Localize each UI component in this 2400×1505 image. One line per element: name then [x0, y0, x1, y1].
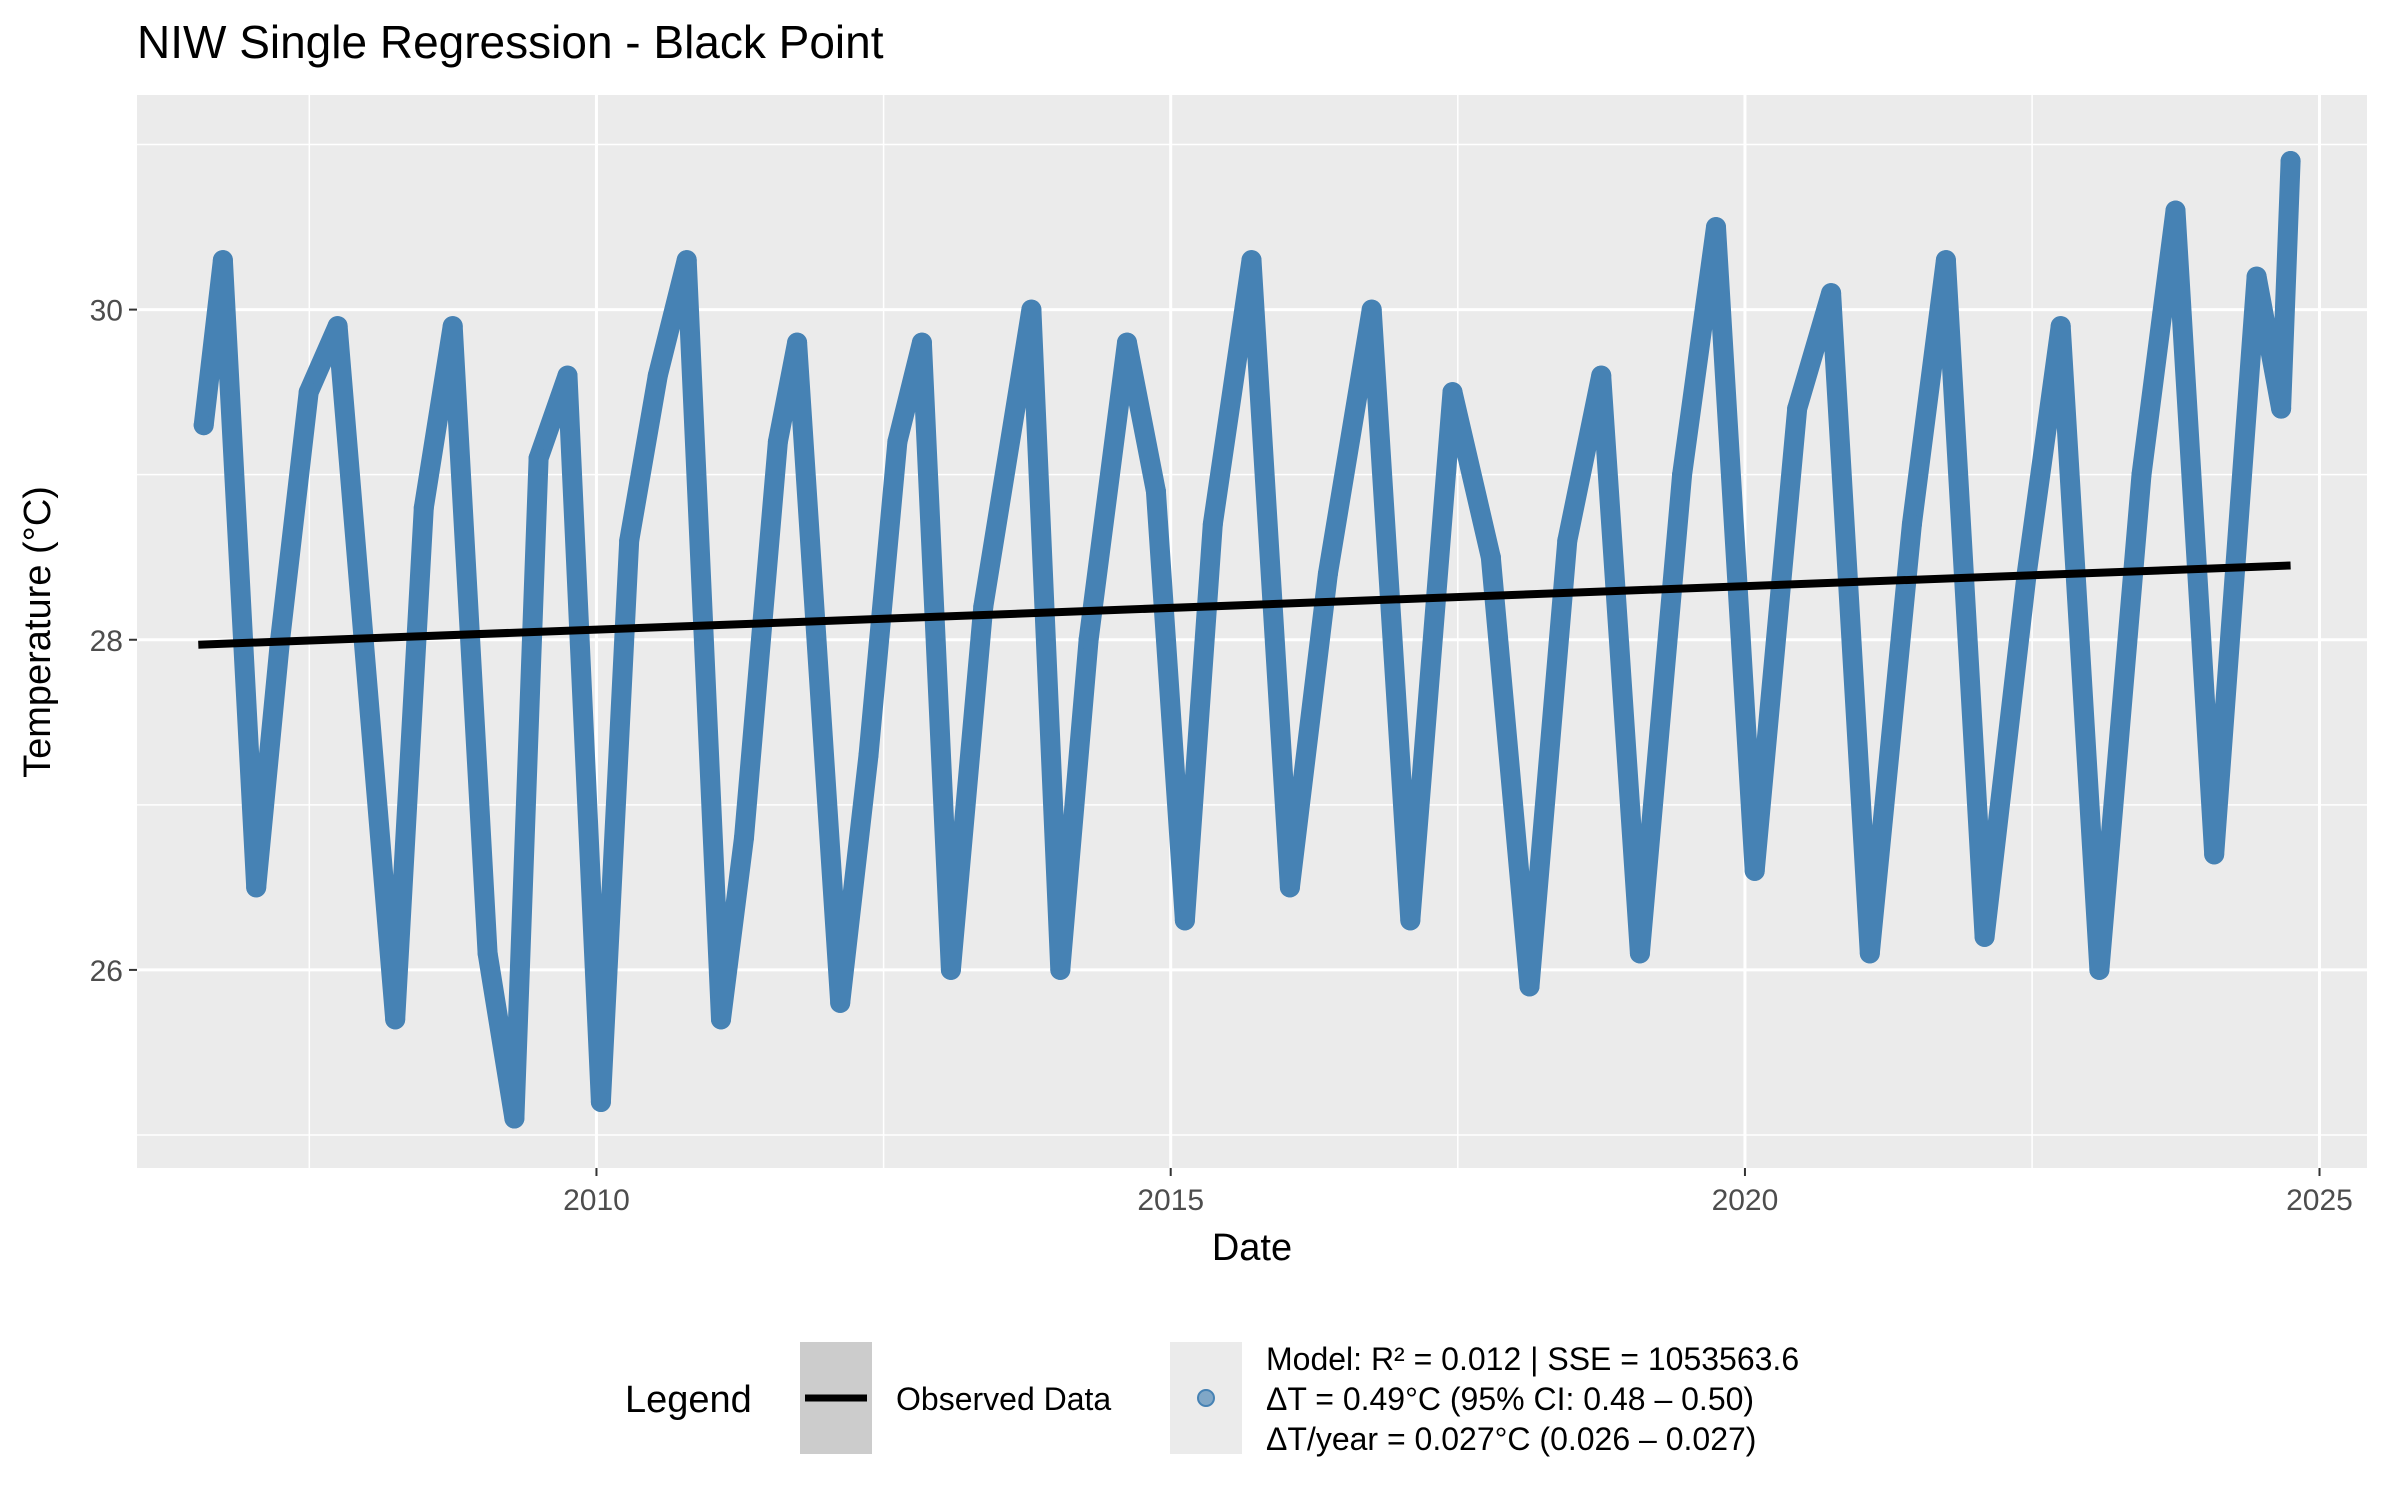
delta-t-per-year-text: ΔT/year = 0.027°C (0.026 – 0.027) [1266, 1421, 1756, 1457]
legend-label-observed: Observed Data [896, 1381, 1111, 1417]
observed-data-point [477, 943, 498, 964]
observed-data-point [2246, 266, 2267, 287]
observed-data-point [858, 745, 879, 766]
observed-data-point [1145, 481, 1166, 502]
observed-data-point [212, 250, 233, 271]
observed-data-point [2165, 200, 2186, 221]
observed-data-point [887, 431, 908, 452]
observed-data-point [1050, 959, 1071, 980]
observed-data-point [557, 365, 578, 386]
y-tick-label: 26 [90, 955, 123, 988]
observed-data-point [413, 497, 434, 518]
legend-key-point [1197, 1389, 1215, 1407]
observed-data-point [1400, 910, 1421, 931]
observed-data-point [830, 992, 851, 1013]
y-axis-label: Temperature (°C) [17, 486, 59, 778]
observed-data-point [1317, 563, 1338, 584]
observed-data-point [1821, 283, 1842, 304]
model-stats-text: Model: R² = 0.012 | SSE = 1053563.6 [1266, 1341, 1799, 1377]
observed-data-point [710, 1009, 731, 1030]
observed-data-point [1706, 217, 1727, 238]
x-tick-label: 2010 [563, 1184, 630, 1217]
delta-t-text: ΔT = 0.49°C (95% CI: 0.48 – 0.50) [1266, 1381, 1754, 1417]
observed-data-point [193, 415, 214, 436]
regression-line [198, 561, 2291, 649]
observed-data-point [1591, 365, 1612, 386]
observed-data-point [787, 332, 808, 353]
observed-data-point [442, 316, 463, 337]
observed-data-point [1116, 332, 1137, 353]
y-tick-label: 28 [90, 625, 123, 658]
observed-data-point [1744, 860, 1765, 881]
x-tick-label: 2025 [2286, 1184, 2353, 1217]
observed-data-point [2131, 464, 2152, 485]
observed-data-point [619, 530, 640, 551]
observed-data-point [676, 250, 697, 271]
observed-data-point [246, 877, 267, 898]
observed-data-point [2271, 398, 2292, 419]
legend-title: Legend [625, 1379, 752, 1421]
x-tick-label: 2015 [1137, 1184, 1204, 1217]
observed-data-point [528, 448, 549, 469]
observed-data-point [940, 959, 961, 980]
observed-data-point [2050, 316, 2071, 337]
observed-data-point [1480, 547, 1501, 568]
legend: Legend Observed Data Model: R² = 0.012 |… [625, 1341, 1799, 1457]
observed-data-point [2089, 959, 2110, 980]
observed-data-point [590, 1091, 611, 1112]
chart-title: NIW Single Regression - Black Point [137, 16, 884, 68]
observed-data-point [733, 827, 754, 848]
observed-data-point [385, 1009, 406, 1030]
observed-data-point [911, 332, 932, 353]
observed-data-point [1241, 250, 1262, 271]
observed-data-point [1202, 514, 1223, 535]
observed-data-point [1519, 976, 1540, 997]
observed-data-point [1361, 299, 1382, 320]
axes: 2010 2015 2020 2025 26 28 30 [90, 295, 2353, 1217]
observed-data-point [1174, 910, 1195, 931]
observed-data-point [1974, 926, 1995, 947]
observed-data-point [1279, 877, 1300, 898]
series-layer [193, 151, 2301, 1129]
observed-data-point [1021, 299, 1042, 320]
observed-data-point [1078, 629, 1099, 650]
observed-data-point [647, 365, 668, 386]
observed-data-point [1787, 398, 1808, 419]
observed-data-point [327, 316, 348, 337]
observed-data-point [298, 382, 319, 403]
observed-data-point [1901, 514, 1922, 535]
observed-data-point [2280, 151, 2301, 172]
observed-data-point [504, 1108, 525, 1129]
observed-data-point [1557, 530, 1578, 551]
x-axis-label: Date [1212, 1227, 1292, 1269]
observed-data-point [1935, 250, 1956, 271]
observed-data-point [2204, 844, 2225, 865]
observed-data-point [1629, 943, 1650, 964]
x-tick-label: 2020 [1712, 1184, 1779, 1217]
y-tick-label: 30 [90, 295, 123, 328]
observed-data-point [767, 431, 788, 452]
observed-data-point [1442, 382, 1463, 403]
observed-data-point [1672, 464, 1693, 485]
observed-data-point [1859, 943, 1880, 964]
